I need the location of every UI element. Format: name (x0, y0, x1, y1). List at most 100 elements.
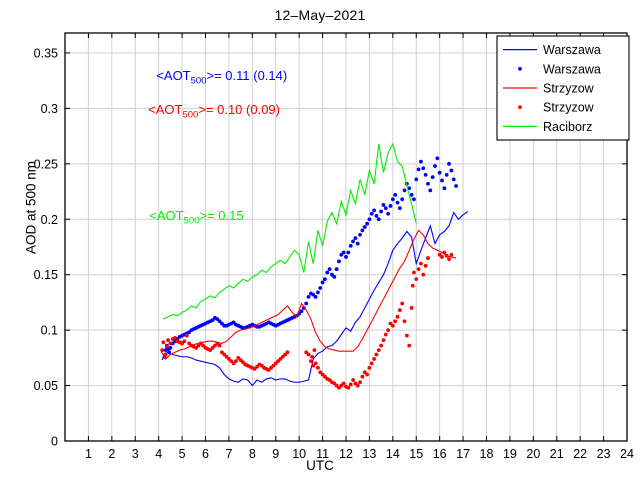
data-point (376, 348, 381, 352)
x-tick-label: 1 (85, 447, 92, 461)
data-point (358, 232, 362, 237)
data-point (421, 166, 426, 171)
data-point (337, 259, 341, 264)
data-point (437, 170, 442, 175)
data-point (409, 306, 414, 310)
x-tick-label: 23 (597, 447, 611, 461)
data-point (360, 374, 365, 379)
data-point (426, 181, 430, 186)
legend-item-1[interactable]: Warszawa (518, 62, 601, 76)
x-tick-label: 18 (480, 447, 494, 461)
series-line-warszawa-0 (161, 211, 469, 387)
legend-item-2[interactable]: Strzyzow (503, 82, 595, 96)
data-point (397, 308, 402, 313)
legend-label: Warszawa (543, 43, 601, 57)
data-point (386, 211, 391, 216)
data-point (412, 270, 416, 275)
data-point (407, 343, 412, 348)
legend-label: Strzyzow (543, 82, 595, 96)
legend-item-0[interactable]: Warszawa (503, 43, 601, 57)
data-point (388, 204, 393, 208)
data-point (166, 338, 170, 343)
data-point (168, 341, 173, 346)
annotation-subscript: 500 (190, 75, 207, 87)
series-dots-warszawa-1 (162, 156, 458, 359)
x-tick-label: 2 (108, 447, 115, 461)
data-point (416, 267, 421, 272)
x-tick-label: 8 (249, 447, 256, 461)
annotation-0: <AOT500>= 0.11 (0.14) (156, 68, 287, 87)
data-point (414, 277, 419, 282)
data-point (400, 301, 405, 306)
data-point (423, 263, 428, 268)
x-tick-label: 9 (272, 447, 279, 461)
data-point (379, 343, 384, 348)
legend-label: Warszawa (543, 62, 601, 76)
data-point (442, 186, 447, 191)
legend-item-3[interactable]: Strzyzow (518, 101, 595, 115)
data-point (379, 209, 384, 214)
data-point (454, 184, 458, 188)
data-point (374, 352, 379, 357)
data-point (184, 333, 189, 338)
x-tick-label: 24 (620, 447, 634, 461)
data-point (444, 173, 449, 177)
data-point (365, 372, 369, 377)
annotation-1: <AOT500>= 0.10 (0.09) (148, 102, 280, 121)
x-tick-label: 19 (503, 447, 517, 461)
data-point (313, 294, 318, 299)
legend[interactable]: Warszawa Warszawa Strzyzow Strzyzow Raciborz (496, 35, 630, 141)
x-tick-label: 11 (316, 447, 329, 461)
x-tick-label: 17 (456, 447, 470, 461)
x-tick-label: 14 (386, 447, 400, 461)
data-point (351, 378, 355, 382)
data-point (444, 253, 449, 258)
data-point (348, 382, 353, 387)
data-point (344, 255, 348, 259)
series-line-strzyzow-2 (160, 229, 457, 360)
data-point (393, 319, 398, 324)
data-point (310, 354, 314, 359)
annotation-value: >= 0.15 (199, 208, 244, 224)
annotation-prefix: <AOT (148, 101, 183, 117)
data-point (381, 202, 386, 207)
axis-ticks: 1 2 3 4 5 6 7 8 9 10 11 12 13 14 15 16 17 18 19 20 21 22 23 240… (34, 33, 634, 461)
data-point (376, 217, 381, 222)
data-point (451, 177, 456, 182)
x-tick-label: 4 (155, 447, 162, 461)
data-point (390, 323, 395, 328)
data-point (390, 197, 395, 202)
x-tick-label: 22 (573, 447, 587, 461)
data-point (353, 236, 358, 241)
x-tick-label: 21 (550, 447, 564, 461)
legend-label: Raciborz (543, 120, 592, 134)
data-point (332, 275, 337, 279)
data-point (168, 345, 173, 350)
data-point (423, 173, 428, 177)
x-tick-label: 7 (225, 447, 232, 461)
annotation-subscript: 500 (183, 215, 200, 227)
legend-item-4[interactable]: Raciborz (503, 120, 592, 134)
data-point (313, 361, 318, 366)
data-point (400, 197, 405, 202)
y-tick-label: 0.1 (41, 324, 58, 338)
data-point (397, 206, 402, 211)
data-point (374, 214, 379, 218)
data-point (365, 221, 369, 226)
annotation-value: >= 0.10 (0.09) (198, 101, 280, 117)
data-point (410, 283, 415, 288)
axes-frame (64, 32, 628, 442)
data-point (341, 250, 346, 255)
series-dots-strzyzow-3 (160, 250, 454, 390)
data-point (440, 255, 444, 259)
data-point (428, 188, 433, 193)
data-point (421, 272, 426, 277)
data-point (161, 340, 166, 345)
annotation-prefix: <AOT (156, 68, 191, 84)
data-point (304, 301, 309, 306)
data-point (449, 168, 454, 173)
y-tick-label: 0.2 (41, 213, 58, 227)
data-point (412, 197, 416, 202)
data-point (383, 332, 388, 337)
